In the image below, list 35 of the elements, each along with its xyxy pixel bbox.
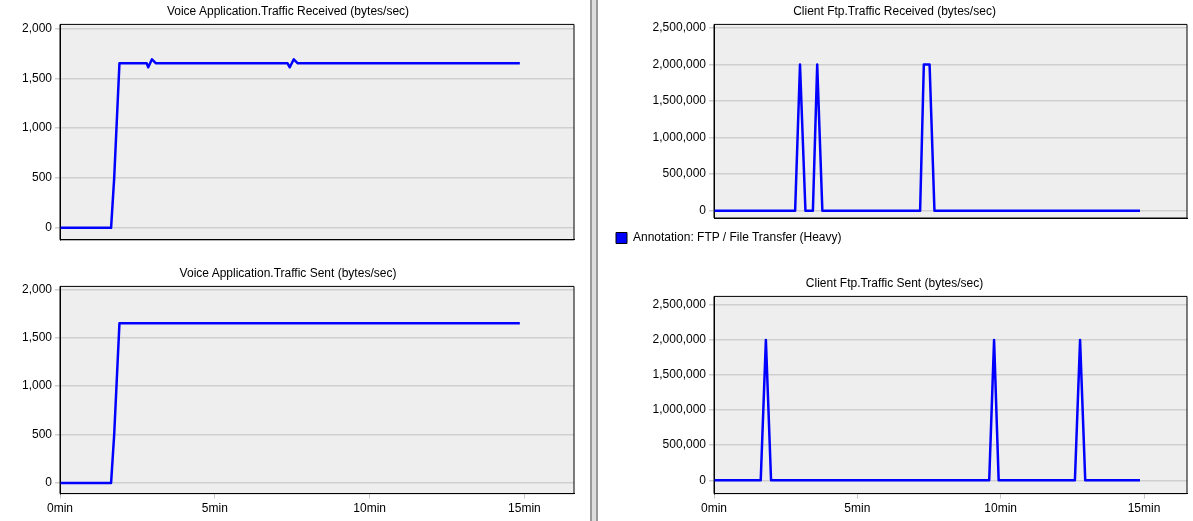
y-tick-label: 0	[699, 472, 707, 487]
legend-label: Annotation: FTP / File Transfer (Heavy)	[633, 230, 842, 245]
y-tick-label: 0	[45, 220, 53, 235]
x-tick-label: 0min	[700, 501, 728, 516]
y-tick-label: 0	[45, 475, 53, 490]
y-tick-label: 500	[31, 426, 53, 441]
y-tick-label: 2,000,000	[652, 56, 707, 71]
chart-title: Client Ftp.Traffic Sent (bytes/sec)	[805, 275, 984, 290]
y-tick-label: 1,000	[21, 120, 53, 135]
chart-title: Client Ftp.Traffic Received (bytes/sec)	[793, 3, 996, 18]
x-tick-label: 10min	[353, 501, 386, 516]
y-tick-label: 1,500	[21, 330, 53, 345]
y-tick-label: 2,000	[21, 281, 53, 296]
y-tick-label: 1,000,000	[652, 402, 707, 417]
y-tick-label: 1,000	[21, 378, 53, 393]
chart-title: Voice Application.Traffic Received (bytes/sec)	[166, 3, 410, 18]
chart-title: Voice Application.Traffic Sent (bytes/sec)	[179, 265, 397, 280]
x-tick-label: 0min	[46, 501, 74, 516]
y-tick-label: 2,500,000	[652, 297, 707, 312]
x-tick-label: 10min	[984, 501, 1018, 516]
y-tick-label: 500,000	[662, 166, 707, 181]
x-tick-label: 5min	[201, 501, 228, 516]
y-tick-label: 2,000,000	[652, 332, 707, 347]
y-tick-label: 1,500,000	[652, 93, 707, 108]
y-tick-label: 1,000,000	[652, 129, 707, 144]
x-tick-label: 15min	[1127, 501, 1161, 516]
y-tick-label: 500,000	[662, 437, 707, 452]
x-tick-label: 5min	[844, 501, 871, 516]
y-tick-label: 1,500	[21, 70, 53, 85]
y-tick-label: 2,000	[21, 20, 53, 35]
y-tick-label: 0	[699, 203, 707, 218]
x-tick-label: 15min	[508, 501, 541, 516]
y-tick-label: 2,500,000	[652, 20, 707, 35]
y-tick-label: 500	[31, 170, 53, 185]
y-tick-label: 1,500,000	[652, 367, 707, 382]
